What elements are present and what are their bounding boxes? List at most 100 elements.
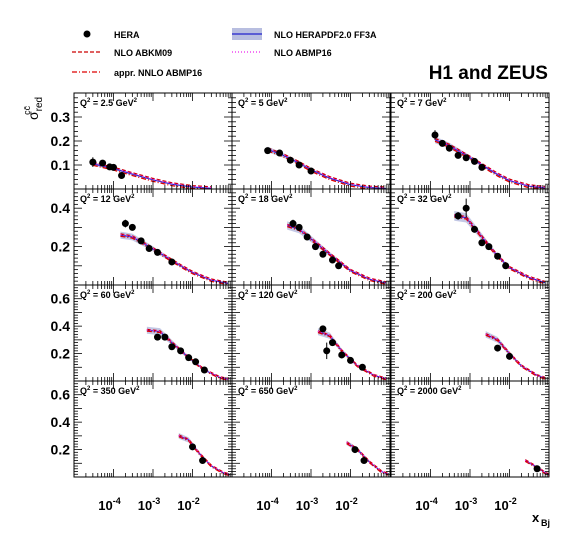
y-tick-label: 0.6 (51, 291, 71, 307)
chart-title: H1 and ZEUS (429, 63, 548, 84)
panel-label: Q2 = 18 GeV2 (238, 194, 293, 204)
panel-label: Q2 = 2.5 GeV2 (80, 98, 138, 108)
hera-point (338, 351, 346, 359)
hera-point (154, 333, 162, 341)
hera-point (192, 358, 200, 366)
hera-point (431, 131, 439, 139)
panel-label: Q2 = 650 GeV2 (238, 386, 298, 396)
hera-point (189, 443, 196, 451)
hera-point (506, 352, 513, 360)
legend-marker (83, 30, 91, 38)
legend-label: HERA (114, 30, 140, 40)
abmp16-curve (454, 214, 546, 283)
herapdf-curve (454, 215, 546, 284)
legend-label: appr. NNLO ABMP16 (114, 68, 202, 78)
legend-item-abmp16nnlo: appr. NNLO ABMP16 (72, 68, 202, 78)
x-tick-label: 10-3 (455, 496, 477, 513)
hera-point (168, 258, 176, 266)
hera-point (438, 139, 446, 147)
herapdf-curve (485, 333, 546, 379)
hera-point (121, 220, 129, 228)
legend-item-hera: HERA (83, 30, 140, 40)
legend: HERA NLO ABKM09 appr. NNLO ABMP16 NLO HERAP… (72, 28, 377, 78)
hera-point (445, 144, 453, 152)
y-tick-label: 0.3 (51, 109, 71, 125)
panel-label: Q2 = 32 GeV2 (397, 194, 452, 204)
y-axis-title: σredcc̄ (22, 97, 45, 120)
hera-point (128, 223, 136, 231)
abmp16-curve (120, 233, 229, 284)
y-tick-label: 0.6 (51, 387, 71, 403)
hera-point (323, 347, 331, 355)
hera-point (335, 262, 343, 270)
theory-curves (287, 221, 387, 285)
y-tick-label: 0.2 (51, 442, 71, 458)
y-tick-label: 0.1 (51, 157, 71, 173)
x-axis-title-main: x (532, 510, 540, 525)
hera-point (319, 250, 327, 258)
abmp16nnlo-curve (178, 436, 231, 477)
panel-8: Q2 = 200 GeV2 (390, 284, 550, 382)
x-tick-label: 10-3 (296, 496, 318, 513)
x-tick-label: 10-3 (138, 496, 160, 513)
hera-point (360, 457, 368, 465)
hera-point (533, 465, 541, 473)
legend-label: NLO ABMP16 (274, 48, 332, 58)
hera-point (358, 363, 366, 371)
hera-point (161, 333, 169, 341)
hera-point (276, 149, 284, 157)
hera-point (347, 356, 354, 364)
hera-point (295, 223, 303, 231)
panel-label: Q2 = 2000 GeV2 (397, 386, 462, 396)
legend-label: NLO ABKM09 (114, 48, 172, 58)
abmp16nnlo-curve (317, 331, 387, 381)
x-tick-label: 10-2 (177, 496, 199, 513)
hera-point (351, 446, 359, 454)
x-tick-labels: 10-4 10-3 10-2 10-4 10-3 10-2 10-4 10-3 10-2 (98, 496, 516, 513)
y-axis-title-sup: cc̄ (22, 105, 32, 115)
hera-point (454, 212, 462, 220)
panel-label: Q2 = 200 GeV2 (397, 290, 457, 300)
panel-1: Q2 = 5 GeV2 (231, 92, 391, 190)
herapdf-curve (317, 331, 387, 380)
panel-4: Q2 = 18 GeV2 (231, 188, 391, 286)
panel-11: Q2 = 2000 GeV2 (390, 380, 550, 478)
y-axis-title-sub: red (34, 97, 45, 111)
hera-point (110, 163, 117, 171)
panel-9: Q2 = 350 GeV2 (73, 380, 233, 478)
legend-item-abkm09: NLO ABKM09 (72, 48, 172, 58)
hera-point (471, 157, 479, 165)
abkm09-curve (454, 214, 546, 283)
panel-label: Q2 = 12 GeV2 (80, 194, 135, 204)
abmp16-curve (485, 333, 546, 379)
hera-point (200, 366, 208, 374)
x-axis-title-sub: Bj (541, 518, 550, 528)
abmp16nnlo-curve (485, 334, 546, 380)
hera-point (312, 243, 320, 251)
y-tick-label: 0.4 (51, 200, 71, 216)
herapdf-band (267, 146, 387, 189)
herapdf-band (435, 136, 546, 189)
hera-point (303, 233, 311, 241)
svg-text:σredcc̄: σredcc̄ (22, 97, 45, 120)
hera-point (154, 248, 162, 256)
panel-grid: Q2 = 2.5 GeV2 Q2 = 5 GeV2 Q2 = 7 GeV2 Q2 = … (51, 92, 550, 478)
y-tick-label: 0.4 (51, 414, 71, 430)
hera-point (177, 347, 185, 355)
abkm09-curve (120, 233, 229, 283)
theory-curves (485, 331, 546, 380)
x-tick-label: 10-2 (335, 496, 357, 513)
herapdf-curve (267, 148, 387, 189)
theory-curves (120, 231, 229, 285)
abmp16nnlo-curve (454, 216, 546, 285)
theory-curves (434, 136, 546, 189)
herapdf-band (287, 221, 387, 284)
y-tick-label: 0.2 (51, 239, 71, 255)
hera-point (478, 163, 486, 171)
x-tick-label: 10-4 (98, 496, 120, 513)
herapdf-band (120, 231, 229, 284)
panel-3: Q2 = 12 GeV2 (73, 188, 233, 286)
hera-point (118, 172, 126, 180)
hera-point (89, 158, 97, 166)
